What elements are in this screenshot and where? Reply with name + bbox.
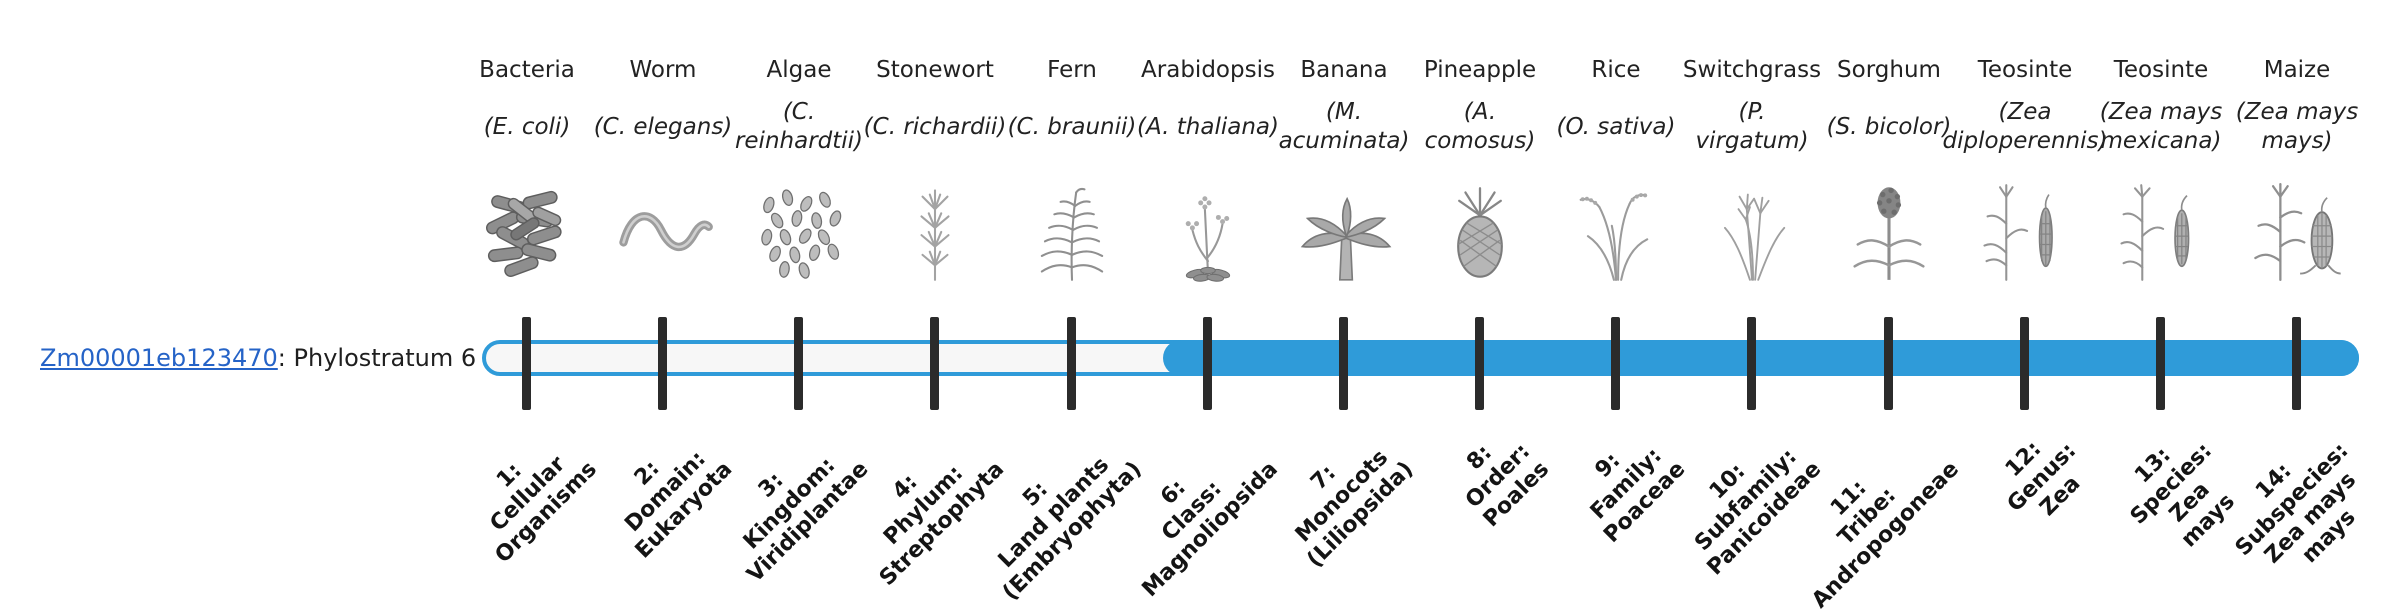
organism-scientific-name: (C. reinhardtii): [734, 99, 864, 154]
stratum-tick: [522, 317, 531, 410]
worm-icon: [588, 166, 738, 284]
organism-common-name: Switchgrass: [1682, 57, 1822, 83]
organism-scientific-name: (Zea mays mays): [2235, 99, 2359, 154]
stratum-tick-label: 7: Monocots (Liliopsida): [1291, 445, 1419, 573]
stratum-tick-label: 3: Kingdom: Viridiplantae: [738, 453, 874, 588]
stratum-tick: [794, 317, 803, 410]
fern-icon: [997, 166, 1147, 284]
organism-scientific-name: (E. coli): [483, 113, 571, 140]
stratum-column-11: Sorghum (S. bicolor) 11: Tribe: Andropog…: [1807, 0, 1964, 613]
organism-common-name: Pineapple: [1423, 57, 1537, 83]
organism-scientific-name: (M. acuminata): [1278, 99, 1410, 154]
stratum-tick: [1339, 317, 1348, 410]
stratum-tick: [930, 317, 939, 410]
stratum-tick: [658, 317, 667, 410]
stratum-tick: [1747, 317, 1756, 410]
stratum-column-5: Fern (C. braunii) 5: Land plants (Embryo…: [994, 0, 1147, 605]
organism-common-name: Algae: [766, 57, 832, 83]
stratum-column-3: Algae (C. reinhardtii) 3: Kingdom: Virid…: [724, 0, 874, 588]
organism-scientific-name: (P. virgatum): [1695, 99, 1809, 154]
stratum-tick: [1611, 317, 1620, 410]
stratum-column-6: Arabidopsis (A. thaliana) 6: Class: Magn…: [1133, 0, 1283, 602]
organism-common-name: Teosinte: [1977, 57, 2073, 83]
stratum-tick: [1884, 317, 1893, 410]
stratum-tick-label: 1: Cellular Organisms: [484, 451, 602, 569]
organism-scientific-name: (S. bicolor): [1826, 113, 1952, 140]
organism-common-name: Banana: [1300, 57, 1388, 83]
stratum-column-4: Stonewort (C. richardii) 4: Phylum: Stre…: [860, 0, 1010, 591]
stratum-column-9: Rice (O. sativa) 9: Family: Poaceae: [1541, 0, 1691, 580]
stratum-tick: [1067, 317, 1076, 410]
organism-scientific-name: (Zea mays mexicana): [2099, 99, 2223, 154]
stratum-column-13: Teosinte (Zea mays mexicana) 13: Species…: [2086, 0, 2240, 580]
organism-common-name: Teosinte: [2113, 57, 2209, 83]
stratum-tick-label: 14: Subspecies: Zea mays mays: [2230, 438, 2361, 569]
organism-scientific-name: (A. comosus): [1424, 99, 1536, 154]
organism-common-name: Arabidopsis: [1141, 57, 1275, 83]
organism-scientific-name: (O. sativa): [1556, 113, 1676, 140]
organism-common-name: Stonewort: [876, 57, 994, 83]
rice-plant-icon: [1541, 166, 1691, 284]
organism-common-name: Sorghum: [1837, 57, 1941, 83]
arabidopsis-icon: [1133, 166, 1283, 284]
stratum-tick-label: 12: Genus: Zea: [2000, 436, 2086, 522]
stratum-column-12: Teosinte (Zea diploperennis) 12: Genus: …: [1942, 0, 2108, 580]
pineapple-icon: [1405, 166, 1555, 284]
stratum-tick: [2156, 317, 2165, 410]
stonewort-icon: [860, 166, 1010, 284]
phylostratigraphy-figure: { "gene_label": { "link_text": "Zm00001e…: [40, 0, 2372, 614]
teosinte-icon: [2086, 166, 2236, 284]
stratum-column-14: Maize (Zea mays mays) 14: Subspecies: Ze…: [2222, 0, 2372, 580]
stratum-column-2: Worm (C. elegans) 2: Domain: Eukaryota: [588, 0, 738, 580]
organism-scientific-name: (C. elegans): [593, 113, 733, 140]
gene-phylostratum-text: : Phylostratum 6: [277, 344, 477, 372]
banana-tree-icon: [1269, 166, 1419, 284]
gene-label: Zm00001eb123470: Phylostratum 6: [40, 344, 476, 372]
stratum-column-7: Banana (M. acuminata) 7: Monocots (Lilio…: [1269, 0, 1419, 580]
stratum-column-8: Pineapple (A. comosus) 8: Order: Poales: [1405, 0, 1555, 580]
organism-common-name: Fern: [1047, 57, 1097, 83]
organism-scientific-name: (C. richardii): [863, 113, 1007, 140]
algae-icon: [724, 166, 874, 284]
stratum-tick: [1475, 317, 1484, 410]
sorghum-icon: [1814, 166, 1964, 284]
stratum-column-1: Bacteria (E. coli) 1: Cellular Organisms: [452, 0, 602, 580]
stratum-tick-label: 8: Order: Poales: [1461, 439, 1555, 533]
organism-common-name: Rice: [1591, 57, 1641, 83]
organism-scientific-name: (C. braunii): [1007, 113, 1137, 140]
stratum-column-10: Switchgrass (P. virgatum) 10: Subfamily:…: [1677, 0, 1827, 580]
stratum-tick: [2020, 317, 2029, 410]
bacteria-icon: [452, 166, 602, 284]
maize-icon: [2222, 166, 2372, 284]
stratum-tick: [2292, 317, 2301, 410]
organism-scientific-name: (Zea diploperennis): [1942, 99, 2108, 154]
organism-common-name: Bacteria: [479, 57, 575, 83]
organism-common-name: Maize: [2263, 57, 2331, 83]
organism-common-name: Worm: [629, 57, 697, 83]
organism-scientific-name: (A. thaliana): [1137, 113, 1279, 140]
stratum-tick: [1203, 317, 1212, 410]
teosinte-icon: [1950, 166, 2100, 284]
gene-id-link[interactable]: Zm00001eb123470: [40, 344, 278, 372]
switchgrass-icon: [1677, 166, 1827, 284]
